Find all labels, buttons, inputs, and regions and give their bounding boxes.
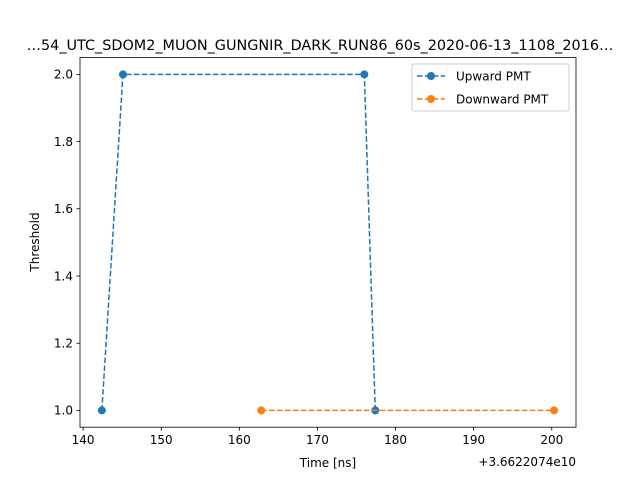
- x-tick-label: 200: [540, 433, 563, 447]
- y-axis-label: Threshold: [28, 212, 42, 272]
- legend-label: Downward PMT: [456, 92, 549, 106]
- y-tick-label: 1.6: [54, 202, 73, 216]
- legend-entry-upward-pmt: Upward PMT: [417, 69, 531, 83]
- y-tick-label: 1.4: [54, 269, 73, 283]
- x-tick-label: 170: [306, 433, 329, 447]
- legend-entry-downward-pmt: Downward PMT: [417, 92, 549, 106]
- legend-marker: [427, 95, 435, 103]
- data-point-upward-pmt: [118, 70, 127, 79]
- x-axis-label: Time [ns]: [299, 456, 356, 470]
- legend-label: Upward PMT: [456, 69, 531, 83]
- series-downward-pmt: [257, 406, 559, 415]
- y-tick-label: 2.0: [54, 68, 73, 82]
- chart-title: …54_UTC_SDOM2_MUON_GUNGNIR_DARK_RUN86_60…: [27, 38, 614, 54]
- x-tick-label: 140: [72, 433, 95, 447]
- x-tick-label: 160: [228, 433, 251, 447]
- series-line-upward-pmt: [101, 73, 377, 411]
- y-axis-ticks: 1.0 1.2 1.4 1.6 1.8 2.0: [54, 68, 80, 418]
- data-point-upward-pmt: [360, 70, 369, 79]
- data-point-downward-pmt: [550, 406, 559, 415]
- y-tick-label: 1.2: [54, 337, 73, 351]
- x-tick-label: 180: [384, 433, 407, 447]
- x-tick-label: 150: [150, 433, 173, 447]
- x-axis-ticks: 140 150 160 170 180 190 200: [72, 427, 563, 447]
- y-tick-label: 1.8: [54, 135, 73, 149]
- axes-frame: [79, 57, 577, 428]
- series-upward-pmt: [97, 70, 380, 415]
- y-tick-label: 1.0: [54, 404, 73, 418]
- series-layer: [97, 70, 559, 415]
- plot-area: [79, 57, 577, 428]
- data-point-downward-pmt: [257, 406, 266, 415]
- legend-box: [411, 63, 570, 112]
- data-point-upward-pmt: [97, 406, 106, 415]
- x-axis-offset-label: +3.6622074e10: [478, 455, 576, 469]
- legend-marker: [427, 72, 435, 80]
- legend: Upward PMT Downward PMT: [411, 63, 570, 112]
- x-tick-label: 190: [462, 433, 485, 447]
